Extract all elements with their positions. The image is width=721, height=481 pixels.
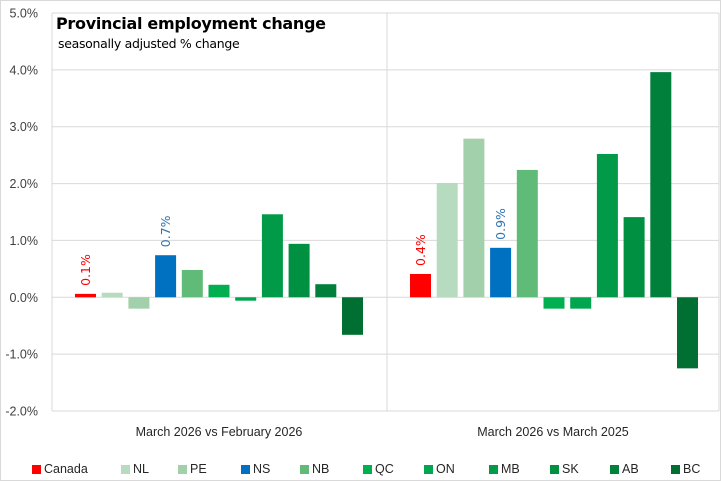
data-labels: 0.1% 0.4% 0.7% 0.9% <box>78 208 508 286</box>
y-tick-label: 4.0% <box>10 63 39 77</box>
y-tick-label: 5.0% <box>10 7 39 21</box>
legend-label: BC <box>683 462 701 476</box>
bar-sk-1 <box>623 217 645 298</box>
bar-ns-1 <box>490 247 512 298</box>
bar-nl-1 <box>436 183 458 298</box>
legend-swatch <box>489 464 498 474</box>
legend-label: SK <box>562 462 579 476</box>
legend-label: PE <box>190 462 207 476</box>
bar-pe-0 <box>128 297 150 309</box>
legend-swatch <box>32 464 41 474</box>
bar-canada-0 <box>75 293 96 298</box>
bar-ns-0 <box>155 255 177 298</box>
legend-label: NB <box>312 462 330 476</box>
bar-nl-0 <box>101 292 123 298</box>
bar-bc-0 <box>342 297 363 335</box>
chart-subtitle: seasonally adjusted % change <box>58 36 240 51</box>
legend-label: QC <box>375 462 394 476</box>
data-label-ns: 0.7% <box>158 215 173 247</box>
x-category-label: March 2026 vs February 2026 <box>136 425 303 439</box>
legend-item-nb: NB <box>300 462 329 476</box>
legend-label: Canada <box>44 462 88 476</box>
bar-bc-1 <box>677 297 698 369</box>
y-axis-ticks: 5.0% 4.0% 3.0% 2.0% 1.0% 0.0% -1.0% -2.0% <box>5 7 38 419</box>
bar-mb-0 <box>261 214 283 298</box>
x-axis-categories: March 2026 vs February 2026 March 2026 vs… <box>136 425 629 439</box>
bar-on-0 <box>235 297 257 301</box>
y-tick-label: 0.0% <box>10 291 39 305</box>
legend-swatch <box>424 464 433 474</box>
legend-swatch <box>300 464 309 474</box>
bar-sk-0 <box>288 243 310 298</box>
legend-item-on: ON <box>424 462 455 476</box>
legend: Canada NL PE NS NB QC ON MB SK AB BC <box>32 462 712 478</box>
legend-swatch <box>241 464 250 474</box>
bar-ab-0 <box>315 284 337 298</box>
legend-item-nl: NL <box>121 462 149 476</box>
legend-swatch <box>178 464 187 474</box>
legend-item-qc: QC <box>363 462 394 476</box>
legend-swatch <box>121 464 130 474</box>
bars <box>75 72 698 369</box>
title-box: Provincial employment change seasonally … <box>53 14 332 57</box>
bar-canada-1 <box>410 273 431 298</box>
y-tick-label: 1.0% <box>10 234 39 248</box>
bar-nb-1 <box>516 169 538 298</box>
gridlines <box>51 12 720 412</box>
bar-qc-1 <box>543 297 565 309</box>
legend-label: ON <box>436 462 455 476</box>
bar-ab-1 <box>650 72 672 298</box>
data-label-canada: 0.4% <box>413 234 428 266</box>
chart-title: Provincial employment change <box>56 14 326 33</box>
legend-swatch <box>610 464 619 474</box>
bar-pe-1 <box>463 138 485 298</box>
y-tick-label: 2.0% <box>10 177 39 191</box>
legend-swatch <box>550 464 559 474</box>
legend-item-mb: MB <box>489 462 520 476</box>
legend-item-ab: AB <box>610 462 639 476</box>
data-label-canada: 0.1% <box>78 254 93 286</box>
x-category-label: March 2026 vs March 2025 <box>477 425 629 439</box>
data-label-ns: 0.9% <box>493 208 508 240</box>
legend-item-ns: NS <box>241 462 270 476</box>
y-tick-label: 3.0% <box>10 120 39 134</box>
legend-item-bc: BC <box>671 462 700 476</box>
legend-swatch <box>671 464 680 474</box>
y-tick-label: -1.0% <box>5 348 38 362</box>
legend-swatch <box>363 464 372 474</box>
legend-label: AB <box>622 462 639 476</box>
legend-label: NL <box>133 462 149 476</box>
legend-label: NS <box>253 462 271 476</box>
legend-item-pe: PE <box>178 462 207 476</box>
legend-item-sk: SK <box>550 462 579 476</box>
bar-mb-1 <box>596 154 618 298</box>
bar-nb-0 <box>181 269 203 298</box>
legend-label: MB <box>501 462 520 476</box>
legend-item-canada: Canada <box>32 462 88 476</box>
bar-on-1 <box>570 297 592 309</box>
y-tick-label: -2.0% <box>5 405 38 419</box>
bar-qc-0 <box>208 284 230 298</box>
